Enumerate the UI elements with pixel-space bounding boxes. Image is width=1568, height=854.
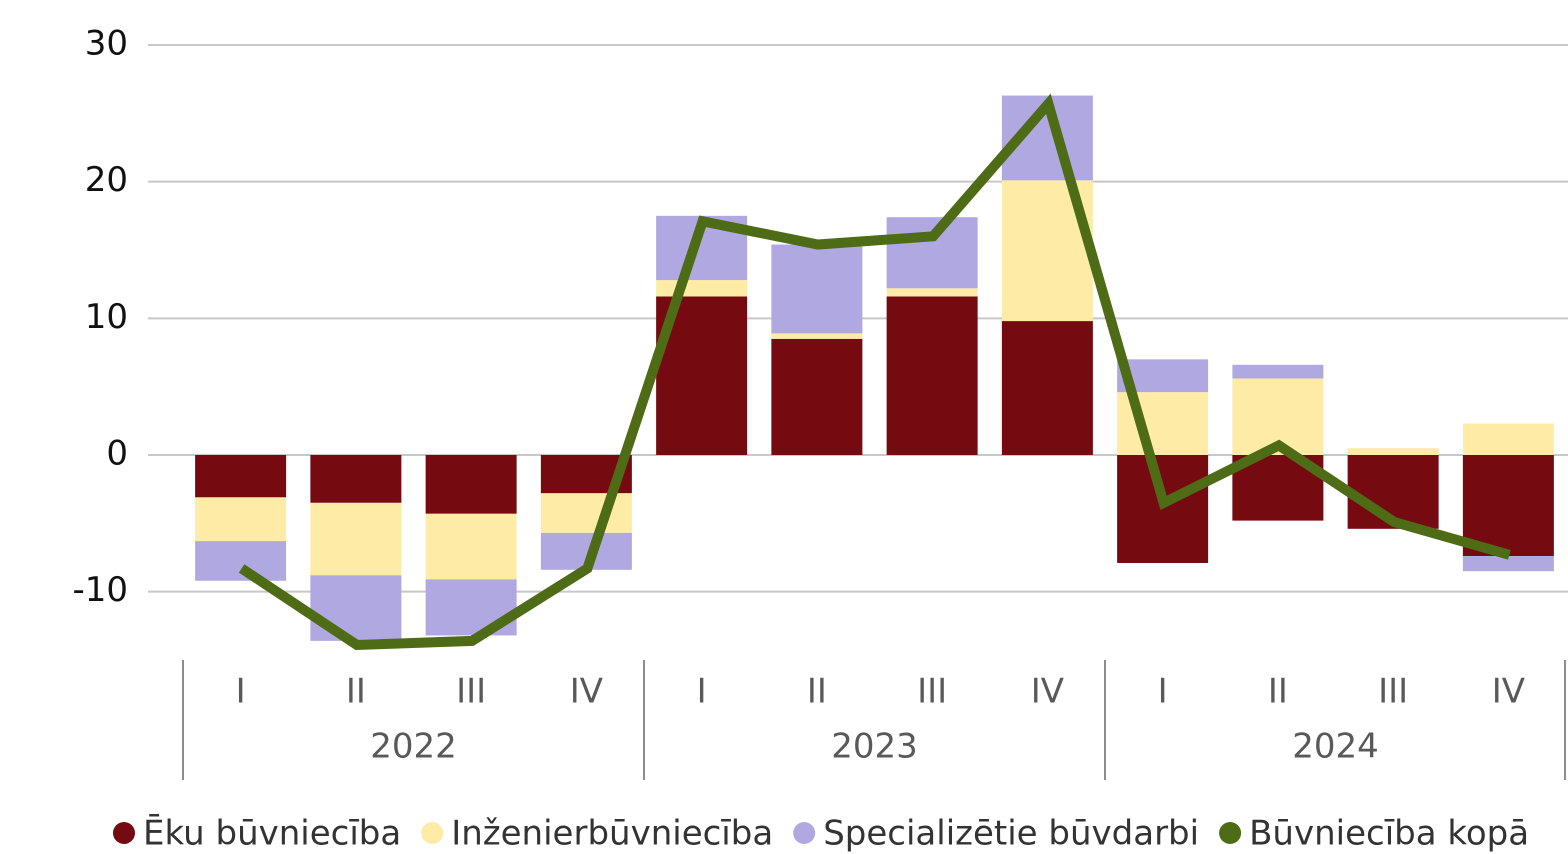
x-tick-label: III — [456, 672, 486, 712]
x-tick-label: I — [1158, 672, 1168, 712]
x-tick-label: IV — [1492, 672, 1525, 712]
legend-marker — [421, 822, 444, 844]
x-tick-label: I — [697, 672, 707, 712]
bar — [886, 288, 978, 297]
bar — [425, 455, 517, 514]
bar — [540, 493, 632, 533]
x-tick-label: II — [807, 672, 827, 712]
x-tick-label: III — [917, 672, 947, 712]
bar — [771, 244, 863, 334]
y-tick-label: 10 — [85, 297, 128, 337]
legend-label: Ēku būvniecība — [143, 814, 401, 854]
group-label: 2024 — [1292, 727, 1379, 767]
line-series — [238, 93, 1511, 651]
bar — [1001, 321, 1093, 455]
bar — [310, 455, 402, 503]
group-label: 2023 — [831, 727, 918, 767]
x-tick-label: IV — [570, 672, 603, 712]
bar — [1462, 556, 1554, 572]
bar — [1117, 455, 1209, 563]
bar — [195, 497, 287, 542]
group-label: 2022 — [370, 727, 457, 767]
legend-marker — [793, 822, 816, 844]
bar — [195, 455, 287, 498]
x-tick-label: I — [236, 672, 246, 712]
bar — [771, 333, 863, 339]
bar — [310, 575, 402, 641]
bar — [1462, 455, 1554, 557]
legend-label: Specializētie būvdarbi — [823, 814, 1199, 854]
y-tick-label: -10 — [72, 570, 128, 610]
y-tick-label: 30 — [85, 24, 128, 64]
x-tick-label: II — [346, 672, 366, 712]
bar — [310, 502, 402, 576]
y-tick-label: 0 — [106, 434, 128, 474]
bar — [195, 541, 287, 581]
bar — [886, 296, 978, 455]
bar — [886, 217, 978, 289]
x-tick-label: II — [1268, 672, 1288, 712]
legend-label: Būvniecība kopā — [1249, 814, 1529, 854]
bar — [1347, 448, 1439, 455]
bar — [1232, 364, 1324, 379]
x-tick-label: III — [1378, 672, 1408, 712]
bar — [425, 513, 517, 580]
legend-marker — [113, 822, 135, 844]
legend-label: Inženierbūvniecība — [451, 814, 773, 854]
x-tick-label: IV — [1031, 672, 1064, 712]
bar — [656, 280, 748, 297]
bar — [1462, 423, 1554, 455]
y-tick-label: 20 — [85, 160, 128, 200]
legend-marker — [1219, 822, 1242, 844]
bar — [771, 338, 863, 455]
